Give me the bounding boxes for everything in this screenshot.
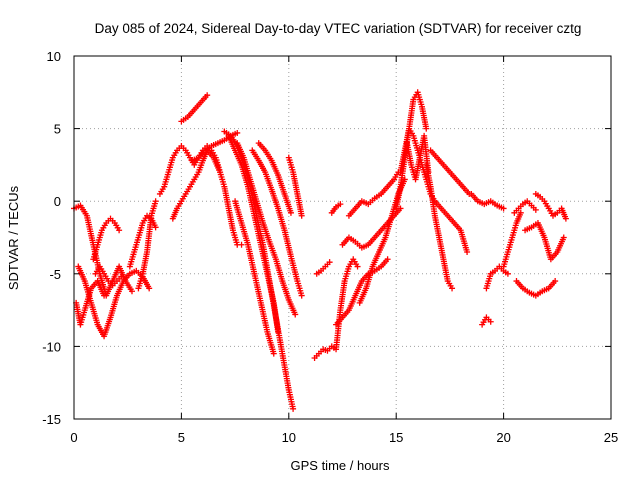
data-point	[234, 129, 241, 136]
data-point	[532, 206, 539, 213]
data-points	[71, 89, 569, 412]
x-tick-label: 20	[496, 430, 510, 445]
axis-ticks	[73, 55, 612, 420]
y-tick-label: 5	[54, 122, 61, 137]
grid-lines	[74, 56, 611, 419]
data-point	[152, 224, 159, 231]
chart-title: Day 085 of 2024, Sidereal Day-to-day VTE…	[95, 21, 582, 36]
y-tick-label: -5	[49, 267, 61, 282]
data-point	[326, 259, 333, 266]
data-point	[464, 249, 471, 256]
data-point	[298, 292, 305, 299]
data-point	[423, 125, 430, 132]
data-point	[152, 198, 159, 205]
tick-labels: 0 5 10 15 20 25 -15 -10 -5 0 5 10	[42, 49, 618, 445]
data-point	[384, 256, 391, 263]
data-point	[562, 215, 569, 222]
x-axis-label: GPS time / hours	[291, 458, 390, 473]
data-point	[270, 350, 277, 357]
data-point	[298, 212, 305, 219]
x-tick-label: 25	[604, 430, 618, 445]
data-point	[500, 205, 507, 212]
y-axis-label: SDTVAR / TECUs	[6, 185, 21, 290]
y-tick-label: -15	[42, 412, 61, 427]
y-tick-label: -10	[42, 339, 61, 354]
y-tick-label: 10	[47, 49, 61, 64]
x-tick-label: 15	[389, 430, 403, 445]
data-point	[487, 318, 494, 325]
data-point	[337, 201, 344, 208]
data-point	[101, 292, 108, 299]
x-tick-label: 5	[178, 430, 185, 445]
x-tick-label: 0	[70, 430, 77, 445]
plot-frame	[73, 55, 612, 420]
data-point	[287, 209, 294, 216]
data-point	[275, 328, 282, 335]
data-point	[517, 209, 524, 216]
data-point	[118, 273, 125, 280]
data-point	[354, 263, 361, 270]
y-tick-label: 0	[54, 194, 61, 209]
data-point	[292, 311, 299, 318]
data-point	[504, 270, 511, 277]
data-point	[552, 278, 559, 285]
data-point	[560, 234, 567, 241]
data-point	[449, 285, 456, 292]
data-point	[146, 285, 153, 292]
data-point	[290, 405, 297, 412]
data-point	[204, 92, 211, 99]
x-tick-label: 10	[282, 430, 296, 445]
data-point	[128, 288, 135, 295]
data-point	[238, 241, 245, 248]
data-point	[116, 227, 123, 234]
